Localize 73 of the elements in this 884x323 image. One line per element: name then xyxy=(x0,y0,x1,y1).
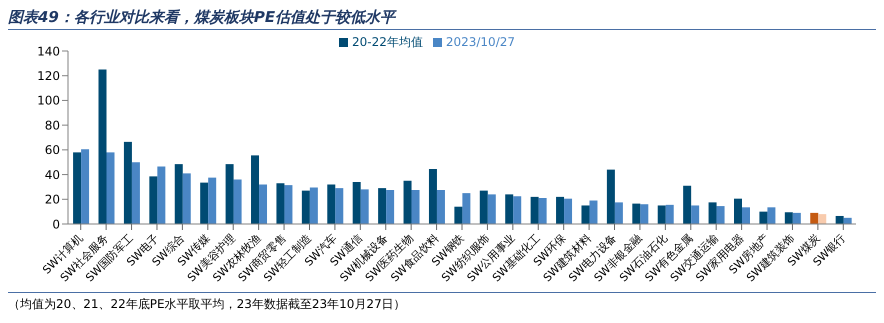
bar xyxy=(488,194,496,224)
bar xyxy=(124,142,132,224)
bar xyxy=(404,180,412,224)
bar xyxy=(259,184,268,224)
bar xyxy=(454,206,462,224)
bar xyxy=(505,194,514,224)
bar xyxy=(742,207,750,224)
bar xyxy=(428,169,437,224)
legend-label: 20-22年均值 xyxy=(352,35,423,49)
bar xyxy=(251,155,260,224)
bar xyxy=(234,180,242,224)
bar xyxy=(132,162,140,224)
bar xyxy=(818,214,826,224)
bar xyxy=(716,206,725,224)
bar xyxy=(412,190,420,224)
bar xyxy=(149,176,158,224)
bar xyxy=(666,204,674,224)
legend-label: 2023/10/27 xyxy=(446,35,516,49)
y-tick-label: 40 xyxy=(44,168,60,182)
y-tick-label: 120 xyxy=(37,68,60,83)
bar xyxy=(106,152,115,224)
bar xyxy=(759,212,768,224)
bar xyxy=(767,207,776,224)
bar xyxy=(632,204,640,224)
bar xyxy=(310,188,318,224)
y-tick-label: 0 xyxy=(52,217,60,232)
bar xyxy=(556,196,564,224)
bar xyxy=(708,202,717,224)
bar xyxy=(436,190,445,224)
bar xyxy=(352,182,361,224)
y-tick-label: 20 xyxy=(44,192,60,207)
bar xyxy=(386,190,394,224)
bar xyxy=(606,170,615,224)
bar xyxy=(683,186,692,224)
bar xyxy=(226,164,234,224)
bar xyxy=(614,202,623,224)
bar xyxy=(182,173,191,224)
bar xyxy=(640,204,648,224)
bar xyxy=(327,184,336,224)
bar xyxy=(284,185,292,224)
y-tick-label: 80 xyxy=(44,118,60,132)
bar xyxy=(174,164,183,224)
bar xyxy=(513,196,522,224)
bar xyxy=(691,205,700,224)
bar xyxy=(335,188,344,224)
bar xyxy=(810,212,818,224)
bar xyxy=(734,198,742,224)
bar xyxy=(564,198,572,224)
bar xyxy=(81,149,90,224)
bar xyxy=(836,216,844,224)
bar xyxy=(276,183,284,224)
bar xyxy=(462,193,470,224)
bar xyxy=(360,189,369,224)
text: （均值为20、21、22年底PE水平取平均，23年数据截至23年10月27日） xyxy=(8,296,407,313)
chart-title: 图表49：各行业对比来看，煤炭板块PE估值处于较低水平 xyxy=(8,8,876,30)
bar xyxy=(73,152,82,224)
bar xyxy=(792,212,801,224)
y-tick-label: 60 xyxy=(44,143,60,158)
bar xyxy=(157,166,166,224)
bar xyxy=(589,200,598,224)
bar xyxy=(480,190,488,224)
bar xyxy=(658,205,666,224)
y-tick-label: 100 xyxy=(37,94,60,108)
bar xyxy=(784,212,793,224)
bar xyxy=(98,70,107,224)
bar xyxy=(378,188,386,224)
bar xyxy=(302,190,310,224)
bar xyxy=(200,182,208,224)
bar xyxy=(538,198,547,224)
y-tick-label: 140 xyxy=(37,44,60,58)
bar xyxy=(530,196,539,224)
bar xyxy=(208,178,216,224)
bar xyxy=(581,205,590,224)
